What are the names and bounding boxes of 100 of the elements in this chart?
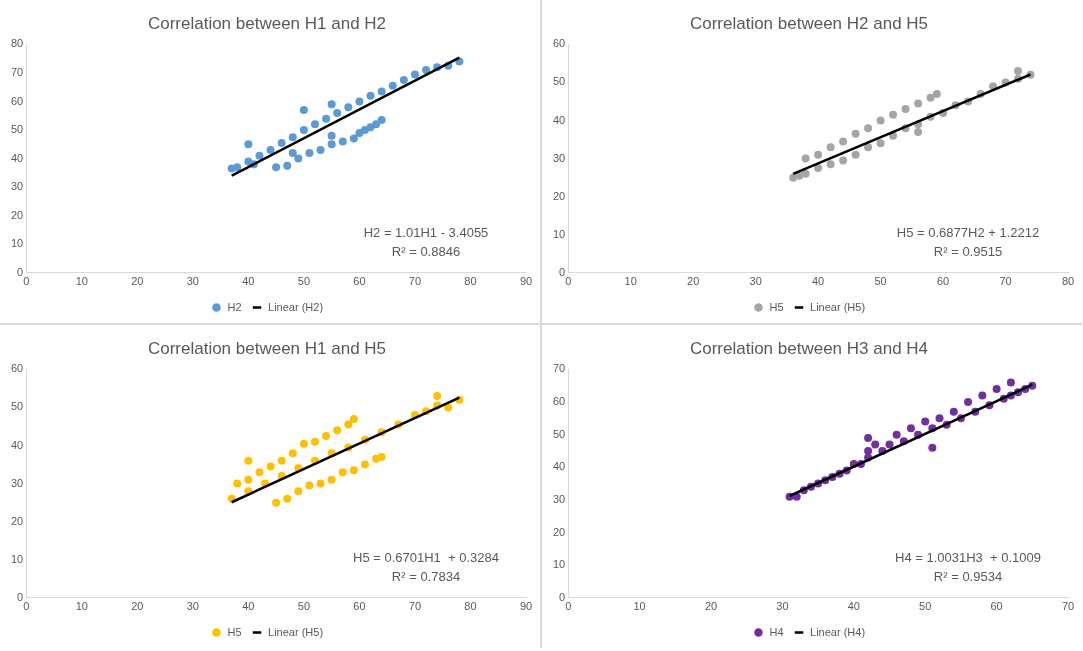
y-tick-label: 50 [10,123,24,136]
point [889,110,898,119]
y-tick-label: 0 [17,265,24,278]
annotation: R² = 0.8846 [391,244,461,260]
legend-label: Linear (H5) [268,625,324,638]
x-tick-label: 20 [131,275,144,288]
x-tick-label: 70 [408,600,422,613]
point [349,466,358,475]
annotation: R² = 0.7834 [391,569,461,585]
x-tick-label: 90 [519,600,533,613]
legend-label: Linear (H5) [810,300,866,313]
y-tick-label: 30 [10,180,24,193]
point [885,440,894,449]
x-tick-label: 10 [75,275,88,288]
y-tick-label: 40 [552,460,566,473]
point [272,498,281,507]
point [360,460,369,469]
y-tick-label: 0 [17,590,24,603]
x-tick-label: 60 [353,275,366,288]
y-tick-label: 50 [552,427,566,440]
point [864,446,873,455]
x-tick-label: 30 [776,600,789,613]
x-tick-label: 90 [519,275,533,288]
point [272,163,281,172]
y-tick-label: 60 [10,94,24,107]
y-tick-label: 60 [552,395,566,408]
y-tick-label: 10 [10,552,24,565]
chart-title: Correlation between H1 and H2 [147,13,387,33]
point [864,143,873,152]
annotation: R² = 0.9515 [933,244,1003,260]
point [244,456,253,465]
point [921,417,930,426]
point [366,91,375,100]
x-tick-label: 50 [297,600,311,613]
x-tick-label: 80 [464,600,477,613]
point [935,414,944,423]
y-tick-label: 70 [10,65,24,78]
point [355,128,364,137]
point [801,169,810,178]
annotation: H5 = 0.6877H2 + 1.2212 [896,225,1040,241]
point [826,143,835,152]
annotation: H4 = 1.0031H3 + 0.1009 [894,550,1042,566]
point [266,462,275,471]
y-tick-label: 40 [10,438,24,451]
point [914,127,923,136]
point [422,66,431,75]
annotation: H2 = 1.01H1 - 3.4055 [363,225,489,241]
legend-label: H2 [227,300,242,313]
point [876,116,885,125]
x-tick-label: 20 [704,600,718,613]
x-tick-label: 70 [1061,600,1075,613]
point [294,487,303,496]
y-tick-label: 50 [552,75,566,88]
point [266,146,275,155]
x-tick-label: 40 [847,600,860,613]
y-tick-label: 30 [10,476,24,489]
point [355,97,364,106]
x-tick-label: 10 [633,600,646,613]
annotation: H5 = 0.6701H1 + 0.3284 [352,550,500,566]
point [926,93,935,102]
point [349,414,358,423]
x-tick-label: 70 [408,275,422,288]
point [377,87,386,96]
y-tick-label: 30 [552,151,566,164]
point [1006,378,1015,387]
chart-title: Correlation between H2 and H5 [689,13,929,33]
point [283,161,292,170]
annotation: R² = 0.9534 [933,569,1003,585]
point [978,391,987,400]
point [377,116,386,125]
point [316,146,325,155]
point [255,151,264,160]
point [433,392,442,401]
x-tick-label: 60 [353,600,366,613]
point [233,163,242,172]
y-tick-label: 60 [10,362,24,375]
point [914,99,923,108]
y-tick-label: 70 [552,362,566,375]
point [294,154,303,163]
y-tick-label: 20 [10,208,24,221]
point [333,426,342,435]
y-tick-label: 0 [559,265,566,278]
legend-label: Linear (H4) [810,625,866,638]
x-tick-label: 50 [297,275,311,288]
point [327,140,336,149]
point [928,443,937,452]
point [410,70,419,79]
point [299,439,308,448]
x-tick-label: 30 [186,600,199,613]
point [372,120,381,129]
point [814,164,823,173]
point [906,424,915,433]
point [327,475,336,484]
point [892,430,901,439]
x-tick-label: 70 [999,275,1012,288]
y-tick-label: 20 [552,189,566,202]
point [949,407,958,416]
point [322,432,331,441]
x-tick-label: 80 [1061,275,1075,288]
point [244,140,253,149]
